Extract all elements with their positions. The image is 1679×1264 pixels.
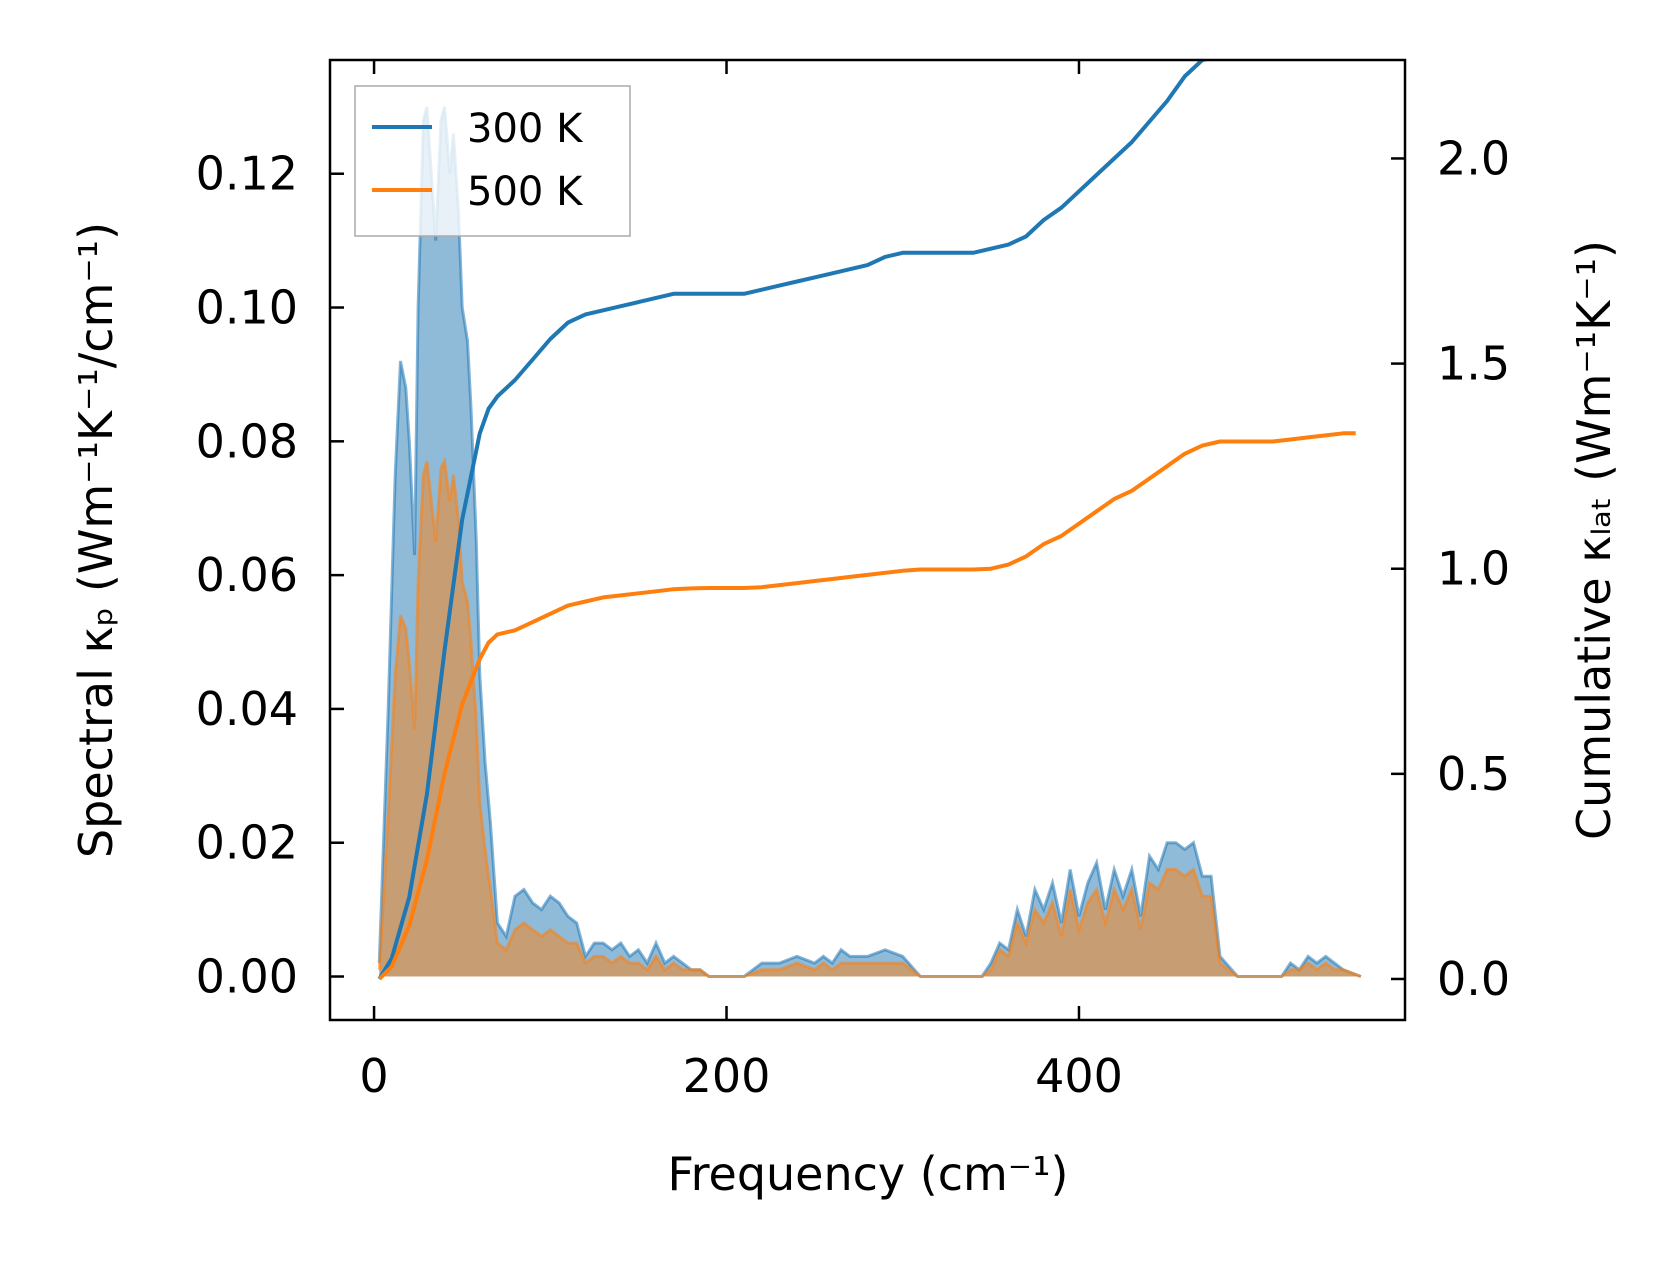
y-left-tick-label: 0.00 <box>196 950 298 1004</box>
y-right-tick-label: 1.0 <box>1437 542 1510 596</box>
x-axis-label: Frequency (cm⁻¹) <box>668 1147 1069 1201</box>
y-right-tick-label: 1.5 <box>1437 337 1510 391</box>
x-tick-label: 200 <box>683 1049 771 1103</box>
legend-box <box>354 85 631 237</box>
cumulative-line-300k <box>377 60 1212 981</box>
x-tick-label: 400 <box>1035 1049 1123 1103</box>
spectral-edge-500k <box>377 456 1362 978</box>
y-left-tick-label: 0.02 <box>196 816 298 870</box>
y-left-tick-label: 0.08 <box>196 414 298 468</box>
legend-label-500k: 500 K <box>467 169 584 215</box>
y-left-tick-label: 0.10 <box>196 281 298 335</box>
y-right-axis-ticks: 0.0 0.5 1.0 1.5 2.0 <box>1391 131 1510 1006</box>
y-left-axis-label: Spectral κₚ (Wm⁻¹K⁻¹/cm⁻¹) <box>69 222 123 858</box>
spectral-fills <box>377 106 1362 978</box>
y-left-axis-ticks: 0.00 0.02 0.04 0.06 0.08 0.10 0.12 <box>196 147 344 1004</box>
y-right-tick-label: 0.5 <box>1437 747 1510 801</box>
x-axis-ticks: 0 200 400 <box>359 60 1123 1103</box>
y-left-tick-label: 0.06 <box>196 548 298 602</box>
cumulative-line-500k <box>377 431 1356 981</box>
spectral-edge-300k <box>377 106 1362 978</box>
legend: 300 K 500 K <box>354 85 631 237</box>
spectral-fill-500k <box>379 461 1361 977</box>
legend-label-300k: 300 K <box>467 106 584 152</box>
y-right-tick-label: 2.0 <box>1437 131 1510 185</box>
y-left-tick-label: 0.04 <box>196 682 298 736</box>
series-lines <box>377 60 1356 981</box>
y-right-axis-label: Cumulative κₗₐₜ (Wm⁻¹K⁻¹) <box>1567 240 1621 840</box>
x-tick-label: 0 <box>359 1049 388 1103</box>
y-left-tick-label: 0.12 <box>196 147 298 201</box>
plot-frame <box>328 58 1407 1022</box>
y-right-tick-label: 0.0 <box>1437 952 1510 1006</box>
